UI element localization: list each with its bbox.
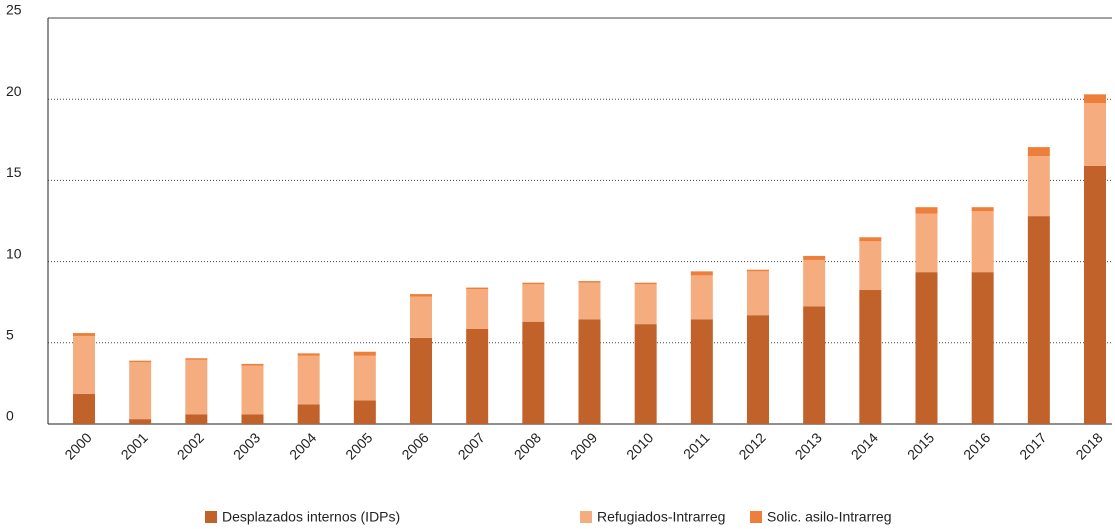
bar-segment [297,355,320,405]
legend-swatch [205,511,217,523]
x-tick-label: 2016 [960,429,993,462]
y-tick-label: 0 [6,408,14,424]
x-tick-label: 2015 [904,429,937,462]
bar-segment [522,282,545,285]
x-tick-label: 2008 [511,429,544,462]
bar-segment [410,337,432,424]
bar-segment [522,284,545,322]
bar-segment [690,319,713,424]
bar-segment [1027,216,1050,424]
x-tick-label: 2000 [61,429,94,462]
bar-segment [73,335,95,394]
bar-segment [971,211,994,273]
y-tick-label: 10 [6,245,22,261]
x-tick-label: 2001 [118,429,151,462]
bar-segment [859,241,882,291]
bar-segment [241,363,264,366]
x-tick-label: 2005 [342,429,375,462]
x-tick-label: 2002 [174,429,207,462]
bar-segment [410,296,432,338]
bar-segment [634,282,657,285]
bar-segment [971,207,994,212]
y-tick-label: 25 [6,2,22,18]
legend-swatch [580,511,592,523]
bar-segment [859,237,882,242]
x-tick-label: 2018 [1072,429,1105,462]
x-tick-label: 2011 [680,429,713,462]
bar-segment [578,319,601,424]
bar-segment [522,321,545,424]
bar-segment [803,259,826,307]
x-tick-label: 2009 [567,429,600,462]
x-tick-label: 2006 [398,429,431,462]
bar-segment [466,289,489,329]
bar-segment [466,328,489,424]
bar-segment [185,414,208,424]
bar-segment [915,207,938,214]
bar-segment [747,315,769,424]
bar-segment [1084,165,1106,424]
bar-segment [1084,103,1106,166]
bar-segment [73,393,95,424]
bar-segment [915,272,938,424]
legend-label: Refugiados-Intrarreg [597,509,725,525]
bar-segment [129,419,152,424]
bar-segment [915,213,938,273]
x-tick-label: 2017 [1016,429,1049,462]
bar-segment [634,284,657,325]
bar-segment [690,275,713,320]
x-tick-label: 2003 [230,429,263,462]
bar-segment [241,414,264,424]
bar-segment [410,294,432,297]
x-tick-label: 2010 [623,429,656,462]
bar-segment [73,333,95,336]
bar-segment [971,272,994,424]
bar-segment [690,271,713,276]
bar-segment [297,404,320,424]
x-tick-label: 2014 [848,429,881,462]
x-tick-label: 2012 [735,429,768,462]
bar-segment [185,359,208,415]
bar-segment [353,400,376,424]
x-tick-label: 2013 [792,429,825,462]
bar-segment [578,282,601,320]
legend-label: Solic. asilo-Intrarreg [767,509,892,525]
bar-segment [353,351,376,356]
x-tick-label: 2007 [455,429,488,462]
y-tick-label: 15 [6,164,22,180]
bar-segment [185,358,208,360]
bar-segment [1027,147,1050,157]
bar-segment [353,355,376,401]
bar-segment [803,306,826,424]
bar-segment [803,255,826,260]
bar-segment [297,353,320,356]
bar-segment [466,287,489,290]
x-tick-label: 2004 [286,429,319,462]
bar-segment [1027,156,1050,217]
bar-segment [129,360,152,363]
bar-segment [747,269,769,272]
bar-segment [1084,94,1106,104]
bar-segment [129,362,152,420]
y-tick-label: 20 [6,83,22,99]
legend-label: Desplazados internos (IDPs) [222,509,400,525]
bar-segment [241,365,264,415]
bar-segment [578,281,601,283]
bar-segment [859,290,882,424]
y-tick-label: 5 [6,327,14,343]
bar-segment [747,271,769,316]
legend-swatch [750,511,762,523]
bar-segment [634,324,657,424]
